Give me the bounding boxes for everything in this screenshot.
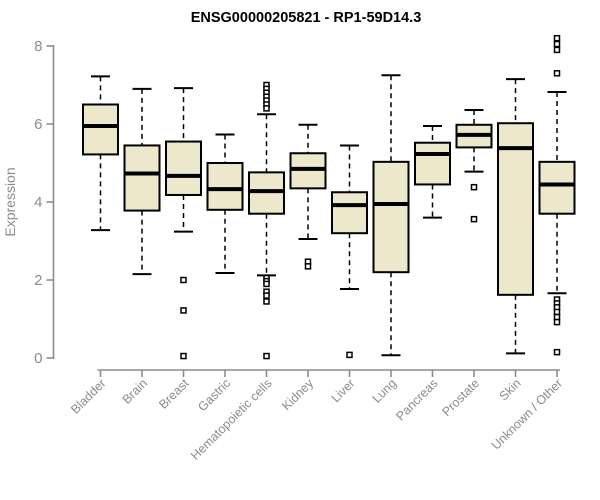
iqr-box <box>206 162 244 211</box>
category-label-brain: Brain <box>120 376 151 407</box>
outlier-point <box>553 70 561 77</box>
y-tick-label: 0 <box>34 350 42 367</box>
box-skin <box>497 78 534 355</box>
box-kidney <box>289 123 327 270</box>
iqr-box <box>82 103 119 156</box>
category-label-unknown-other: Unknown / Other <box>489 376 565 452</box>
box-gastric <box>206 133 244 274</box>
box-brain <box>123 87 161 276</box>
iqr-box <box>165 140 202 196</box>
outlier-point <box>553 308 561 316</box>
y-tick-label: 2 <box>34 272 42 289</box>
outlier-point <box>553 318 561 326</box>
chart-title: ENSG00000205821 - RP1-59D14.3 <box>191 10 422 26</box>
y-tick-label: 4 <box>34 194 42 211</box>
outlier-point <box>553 46 561 54</box>
iqr-box <box>414 141 451 186</box>
box-hematopoietic-cells <box>248 81 285 360</box>
iqr-box <box>372 160 410 274</box>
outlier-point <box>553 313 561 321</box>
iqr-box <box>538 160 576 215</box>
plot-area: 0 2 4 6 8 Bladder Brain Breast GastricHematopoie… <box>34 34 576 463</box>
outlier-point <box>553 34 561 42</box>
category-label-liver: Liver <box>329 376 358 405</box>
outlier-point <box>263 280 270 288</box>
y-tick-label: 6 <box>34 116 42 133</box>
iqr-box <box>331 191 368 235</box>
outlier-point <box>180 276 187 284</box>
outlier-point <box>263 298 270 305</box>
outlier-point <box>180 352 187 360</box>
outlier-point <box>470 183 478 191</box>
category-label-kidney: Kidney <box>279 376 316 413</box>
outlier-point <box>346 351 353 359</box>
box-prostate <box>455 108 493 223</box>
category-label-skin: Skin <box>497 376 524 403</box>
box-pancreas <box>414 124 451 219</box>
outlier-point <box>553 348 561 356</box>
category-label-lung: Lung <box>370 376 400 406</box>
box-breast <box>165 87 202 360</box>
category-label-pancreas: Pancreas <box>393 376 440 423</box>
y-tick-label: 8 <box>34 38 42 55</box>
box-unknown-other <box>538 34 576 356</box>
iqr-box <box>123 144 161 212</box>
outlier-point <box>180 307 187 314</box>
category-label-breast: Breast <box>156 376 192 412</box>
outlier-point <box>553 40 561 48</box>
box-lung <box>372 74 410 357</box>
iqr-box <box>497 122 534 296</box>
outlier-point <box>263 105 270 112</box>
outlier-point <box>304 263 312 270</box>
box-liver <box>331 144 368 359</box>
category-label-prostate: Prostate <box>439 376 482 419</box>
outlier-point <box>263 292 270 299</box>
box-bladder <box>82 75 119 232</box>
outlier-point <box>470 215 478 223</box>
y-axis-label: Expression <box>2 167 18 236</box>
category-label-hematopoietic-cells: Hematopoietic cells <box>188 376 275 463</box>
category-label-gastric: Gastric <box>195 376 233 414</box>
category-label-bladder: Bladder <box>68 376 108 416</box>
outlier-point <box>263 352 270 360</box>
